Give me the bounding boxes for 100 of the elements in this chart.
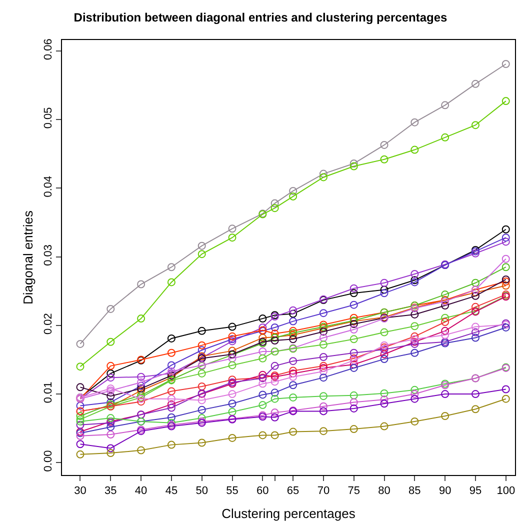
point — [137, 446, 146, 454]
point — [137, 280, 146, 288]
point — [258, 370, 267, 379]
point — [137, 372, 146, 381]
chart-title: Distribution between diagonal entries and clustering percentages — [74, 10, 448, 25]
point — [228, 354, 236, 362]
point — [410, 322, 419, 330]
point — [471, 302, 480, 311]
point — [441, 331, 450, 340]
point — [350, 364, 358, 372]
point — [350, 335, 358, 344]
y-tick-label: 0.01 — [42, 382, 55, 404]
point — [319, 309, 328, 318]
x-tick-label: 40 — [134, 485, 148, 498]
point — [258, 401, 267, 410]
point — [502, 60, 510, 68]
point — [270, 336, 279, 345]
point — [167, 278, 176, 286]
point — [76, 440, 84, 448]
point — [137, 382, 146, 390]
point — [319, 392, 328, 400]
point — [289, 317, 298, 326]
point — [289, 357, 298, 366]
point — [350, 300, 358, 309]
point — [106, 338, 115, 346]
point — [228, 346, 236, 355]
point — [76, 412, 84, 420]
point — [198, 369, 206, 378]
point — [410, 390, 419, 398]
point — [198, 341, 206, 350]
point — [502, 278, 510, 286]
point — [350, 348, 358, 357]
x-tick-label: 95 — [469, 485, 482, 498]
point — [258, 390, 267, 399]
point — [270, 408, 279, 417]
point — [76, 450, 84, 458]
point — [106, 449, 115, 458]
point — [350, 398, 358, 406]
point — [198, 396, 206, 404]
point — [270, 413, 279, 422]
point — [167, 348, 176, 357]
point — [410, 417, 419, 426]
point — [106, 392, 115, 400]
point — [270, 199, 279, 208]
point — [270, 323, 279, 332]
point — [319, 427, 328, 436]
point — [198, 438, 206, 447]
point — [350, 160, 358, 168]
point — [137, 398, 146, 406]
point — [228, 332, 236, 340]
point — [228, 234, 236, 242]
point — [167, 263, 176, 272]
point — [319, 334, 328, 342]
point — [228, 390, 236, 398]
point — [410, 386, 419, 394]
point — [410, 332, 419, 340]
point — [76, 432, 84, 440]
point — [258, 314, 267, 323]
point — [441, 326, 450, 335]
point — [471, 292, 480, 300]
x-tick-label: 90 — [438, 485, 452, 498]
point — [502, 234, 510, 242]
point — [471, 121, 480, 130]
point — [380, 286, 388, 294]
point — [380, 400, 388, 408]
point — [167, 440, 176, 449]
point — [289, 366, 298, 375]
point — [380, 328, 388, 336]
point — [380, 389, 388, 398]
point — [270, 378, 279, 386]
point — [228, 408, 236, 416]
y-tick-label: 0.00 — [42, 450, 55, 472]
point — [289, 306, 298, 314]
y-tick-label: 0.05 — [42, 107, 55, 129]
point — [198, 326, 206, 335]
point — [502, 394, 510, 403]
point — [502, 323, 510, 332]
point — [258, 354, 267, 362]
point — [471, 288, 480, 296]
point — [258, 348, 267, 356]
point — [319, 407, 328, 416]
point — [350, 391, 358, 400]
point — [380, 355, 388, 364]
point — [106, 304, 115, 313]
point — [471, 278, 480, 287]
point — [289, 381, 298, 390]
point — [198, 346, 206, 354]
point — [410, 146, 419, 154]
point — [167, 400, 176, 408]
point — [502, 97, 510, 106]
point — [258, 334, 267, 342]
point — [76, 383, 84, 392]
point — [167, 404, 176, 412]
x-tick-label: 30 — [74, 485, 86, 498]
point — [441, 302, 450, 310]
point — [167, 387, 176, 396]
point — [76, 340, 84, 348]
point — [471, 80, 480, 88]
point — [319, 352, 328, 361]
point — [270, 394, 279, 403]
